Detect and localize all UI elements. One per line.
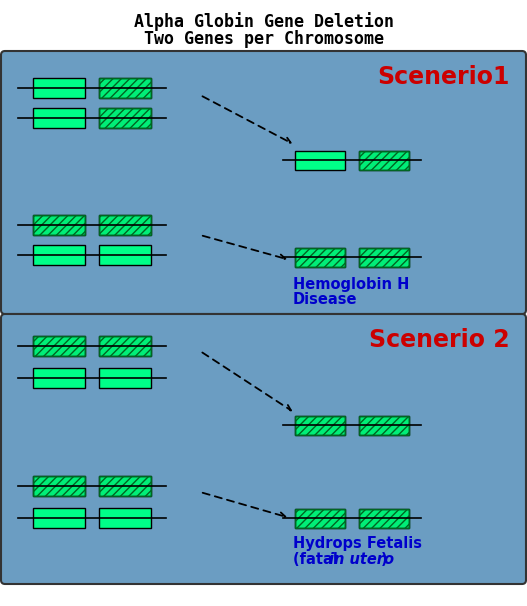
Bar	[99, 108, 151, 128]
Bar	[295, 416, 345, 435]
Bar	[33, 78, 85, 98]
Bar	[359, 416, 409, 435]
Bar	[359, 508, 409, 527]
Bar	[99, 108, 151, 128]
Bar	[295, 247, 345, 267]
Bar	[99, 78, 151, 98]
Bar	[99, 215, 151, 235]
Bar	[33, 336, 85, 356]
Bar	[359, 416, 409, 435]
Bar	[33, 476, 85, 496]
Text: Hemoglobin H: Hemoglobin H	[293, 277, 409, 292]
Bar	[295, 508, 345, 527]
Text: Disease: Disease	[293, 292, 357, 307]
Bar	[99, 336, 151, 356]
Bar	[99, 476, 151, 496]
Bar	[33, 368, 85, 388]
Bar	[99, 476, 151, 496]
Bar	[33, 476, 85, 496]
Bar	[99, 508, 151, 528]
Bar	[295, 150, 345, 170]
FancyBboxPatch shape	[1, 51, 526, 314]
Text: Alpha Globin Gene Deletion: Alpha Globin Gene Deletion	[133, 12, 394, 31]
Text: (fatal: (fatal	[293, 552, 343, 567]
Bar	[99, 215, 151, 235]
Bar	[295, 416, 345, 435]
Bar	[295, 508, 345, 527]
Text: Scenerio 2: Scenerio 2	[369, 328, 510, 352]
Bar	[359, 247, 409, 267]
Bar	[99, 368, 151, 388]
Bar	[33, 245, 85, 265]
Bar	[33, 336, 85, 356]
Bar	[99, 336, 151, 356]
Bar	[33, 215, 85, 235]
Bar	[359, 247, 409, 267]
Bar	[33, 508, 85, 528]
Bar	[33, 215, 85, 235]
Bar	[359, 150, 409, 170]
Bar	[359, 508, 409, 527]
Bar	[295, 247, 345, 267]
FancyBboxPatch shape	[1, 314, 526, 584]
Bar	[33, 108, 85, 128]
Text: Two Genes per Chromosome: Two Genes per Chromosome	[143, 30, 384, 48]
Text: in utero: in utero	[329, 552, 394, 567]
Bar	[99, 245, 151, 265]
Text: Hydrops Fetalis: Hydrops Fetalis	[293, 536, 422, 551]
Text: ): )	[381, 552, 388, 567]
Text: Scenerio1: Scenerio1	[378, 65, 510, 89]
Bar	[99, 78, 151, 98]
Bar	[359, 150, 409, 170]
